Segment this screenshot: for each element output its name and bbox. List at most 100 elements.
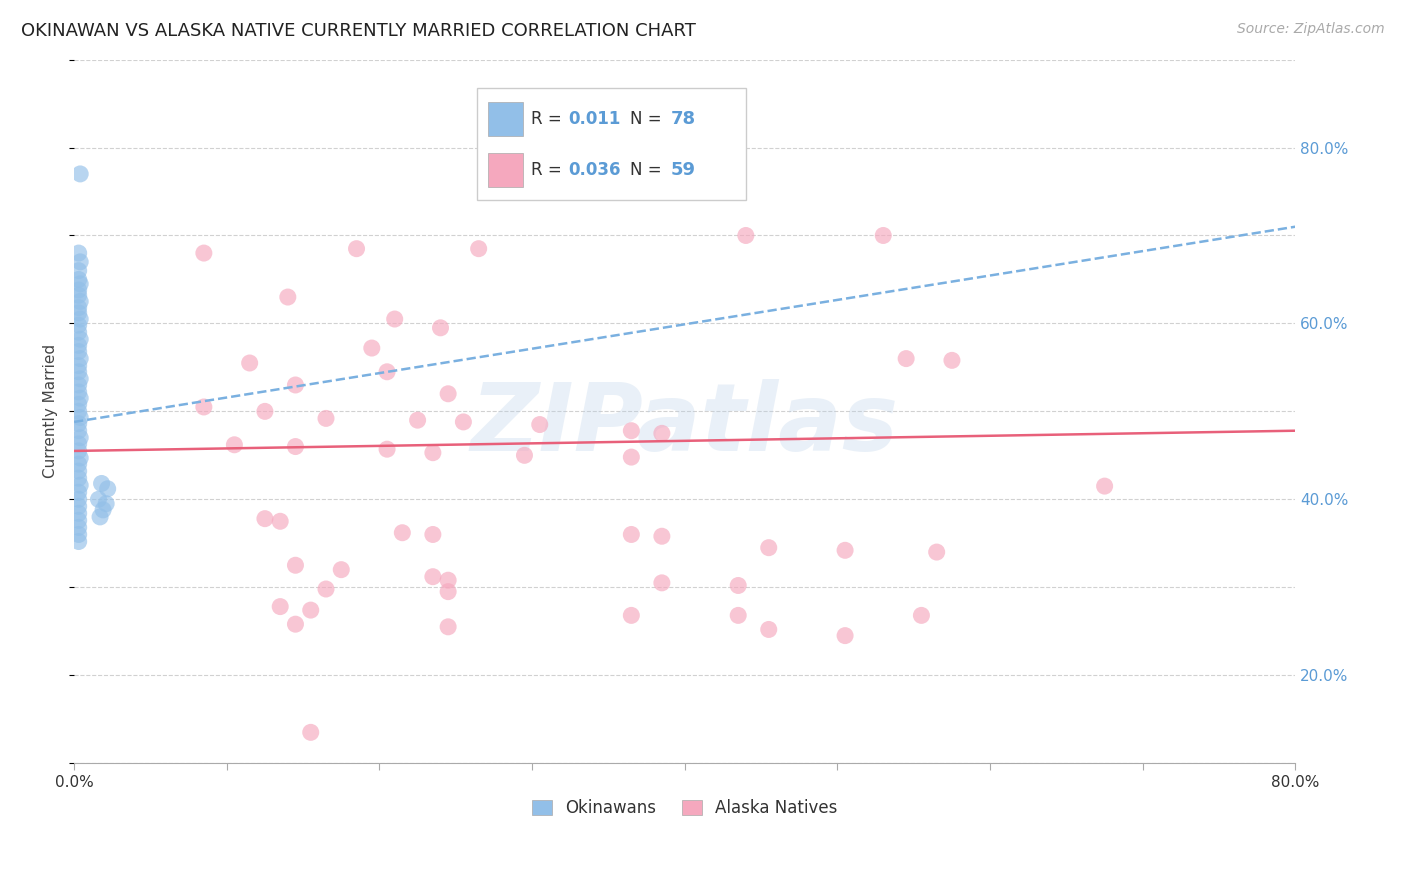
Point — [69, 277, 91, 291]
Point — [67, 318, 90, 333]
Point — [67, 384, 90, 399]
Point — [253, 511, 276, 525]
Point — [69, 478, 91, 492]
Point — [67, 492, 90, 507]
Point — [67, 424, 90, 438]
Point — [299, 725, 322, 739]
Point — [69, 312, 91, 326]
Point — [330, 563, 353, 577]
Point — [67, 338, 90, 352]
Point — [69, 167, 91, 181]
Point — [67, 246, 90, 260]
Point — [67, 527, 90, 541]
Point — [894, 351, 917, 366]
Point — [253, 404, 276, 418]
Point — [727, 578, 749, 592]
Point — [467, 242, 489, 256]
Point — [727, 608, 749, 623]
Point — [453, 415, 475, 429]
Point — [69, 450, 91, 465]
Point — [67, 306, 90, 320]
Point — [67, 325, 90, 339]
Point — [67, 507, 90, 521]
Point — [67, 437, 90, 451]
Point — [651, 575, 673, 590]
Point — [375, 442, 398, 457]
Point — [67, 485, 90, 500]
Point — [90, 476, 112, 491]
Point — [406, 413, 429, 427]
Point — [529, 417, 551, 432]
Text: OKINAWAN VS ALASKA NATIVE CURRENTLY MARRIED CORRELATION CHART: OKINAWAN VS ALASKA NATIVE CURRENTLY MARR… — [21, 22, 696, 40]
Point — [925, 545, 948, 559]
Point — [67, 263, 90, 277]
Point — [391, 525, 413, 540]
Point — [910, 608, 932, 623]
Point — [67, 500, 90, 514]
Point — [872, 228, 894, 243]
Point — [193, 246, 215, 260]
Text: Source: ZipAtlas.com: Source: ZipAtlas.com — [1237, 22, 1385, 37]
Point — [91, 503, 114, 517]
Point — [346, 242, 368, 256]
Point — [67, 378, 90, 392]
Point — [224, 438, 246, 452]
Point — [67, 283, 90, 297]
Point — [67, 397, 90, 411]
Point — [360, 341, 382, 355]
Point — [269, 514, 291, 528]
Point — [69, 294, 91, 309]
Point — [284, 558, 307, 573]
Point — [67, 471, 90, 485]
Point — [87, 492, 110, 507]
Point — [384, 312, 406, 326]
Point — [67, 301, 90, 315]
Point — [67, 288, 90, 302]
Point — [315, 411, 337, 425]
Point — [620, 608, 643, 623]
Point — [269, 599, 291, 614]
Point — [299, 603, 322, 617]
Point — [69, 410, 91, 425]
Point — [96, 497, 118, 511]
Point — [67, 534, 90, 549]
Point — [67, 464, 90, 478]
Point — [67, 444, 90, 458]
Point — [1094, 479, 1116, 493]
Point — [758, 541, 780, 555]
Point — [651, 426, 673, 441]
Point — [67, 365, 90, 379]
Point — [67, 520, 90, 534]
Point — [69, 372, 91, 386]
Point — [941, 353, 963, 368]
Point — [69, 391, 91, 405]
Point — [437, 584, 460, 599]
Point — [67, 513, 90, 527]
Point — [89, 509, 111, 524]
Text: ZIPatlas: ZIPatlas — [471, 379, 898, 472]
Point — [67, 457, 90, 471]
Point — [69, 431, 91, 445]
Point — [429, 321, 451, 335]
Legend: Okinawans, Alaska Natives: Okinawans, Alaska Natives — [524, 790, 845, 825]
Point — [67, 417, 90, 431]
Point — [97, 482, 120, 496]
Point — [422, 446, 444, 460]
Point — [651, 529, 673, 543]
Point — [734, 228, 756, 243]
Point — [193, 400, 215, 414]
Point — [67, 359, 90, 373]
Point — [69, 255, 91, 269]
Point — [277, 290, 299, 304]
Point — [284, 617, 307, 632]
Point — [437, 573, 460, 587]
Point — [69, 332, 91, 346]
Point — [67, 272, 90, 286]
Point — [67, 404, 90, 418]
Point — [284, 440, 307, 454]
Point — [437, 620, 460, 634]
Point — [513, 448, 536, 462]
Y-axis label: Currently Married: Currently Married — [44, 344, 58, 478]
Point — [620, 424, 643, 438]
Point — [422, 527, 444, 541]
